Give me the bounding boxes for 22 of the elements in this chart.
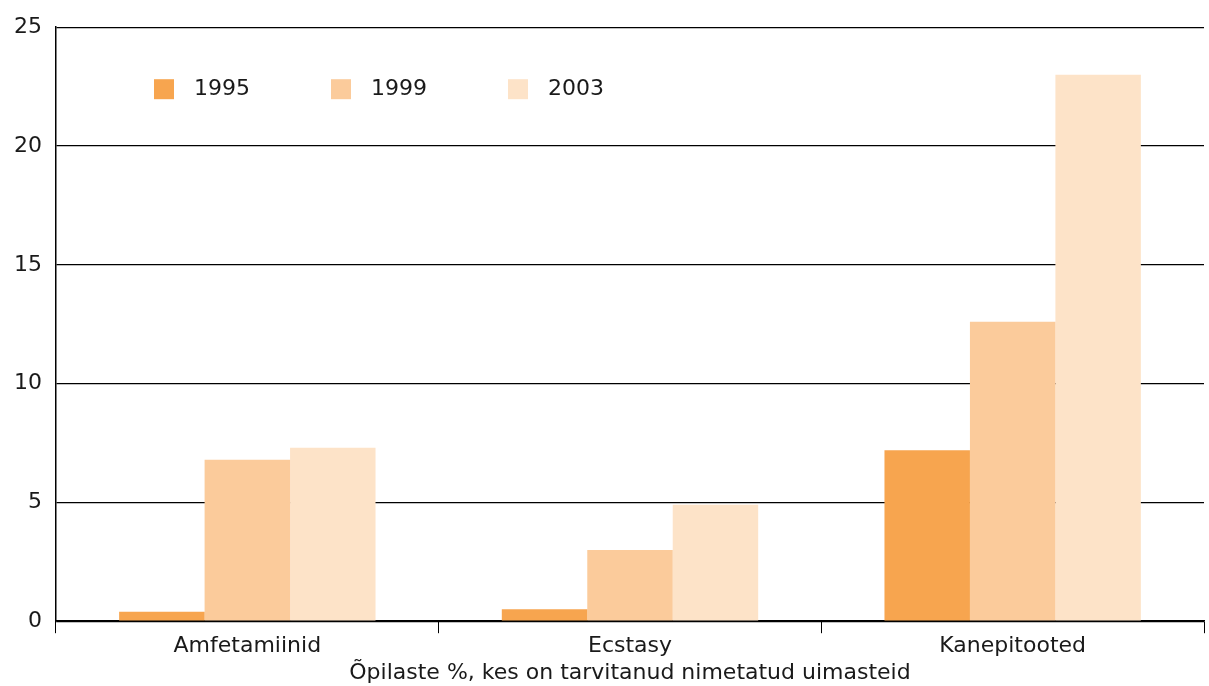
legend-label: 1995 xyxy=(193,74,250,100)
x-axis-title: Õpilaste %, kes on tarvitanud nimetatud uimasteid xyxy=(349,657,911,684)
y-tick-label: 0 xyxy=(27,606,42,632)
bar xyxy=(290,447,376,621)
y-tick-label: 10 xyxy=(13,369,42,395)
bar xyxy=(884,450,970,621)
y-tick-label: 15 xyxy=(13,250,42,276)
x-tick-label: Kanepitooted xyxy=(939,632,1087,658)
y-tick-label: 5 xyxy=(27,488,42,514)
bar xyxy=(119,611,205,621)
x-tick-label: Amfetamiinid xyxy=(173,632,322,658)
y-tick-label: 20 xyxy=(13,131,42,157)
bar xyxy=(204,459,291,621)
legend-label: 2003 xyxy=(547,74,604,100)
y-tick-label: 25 xyxy=(13,12,42,38)
bar xyxy=(969,321,1056,621)
bar xyxy=(672,504,759,621)
bar xyxy=(1055,74,1141,621)
legend-label: 1999 xyxy=(370,74,427,100)
bar xyxy=(501,609,588,621)
bar xyxy=(587,549,673,621)
x-tick-label: Ecstasy xyxy=(587,632,673,658)
